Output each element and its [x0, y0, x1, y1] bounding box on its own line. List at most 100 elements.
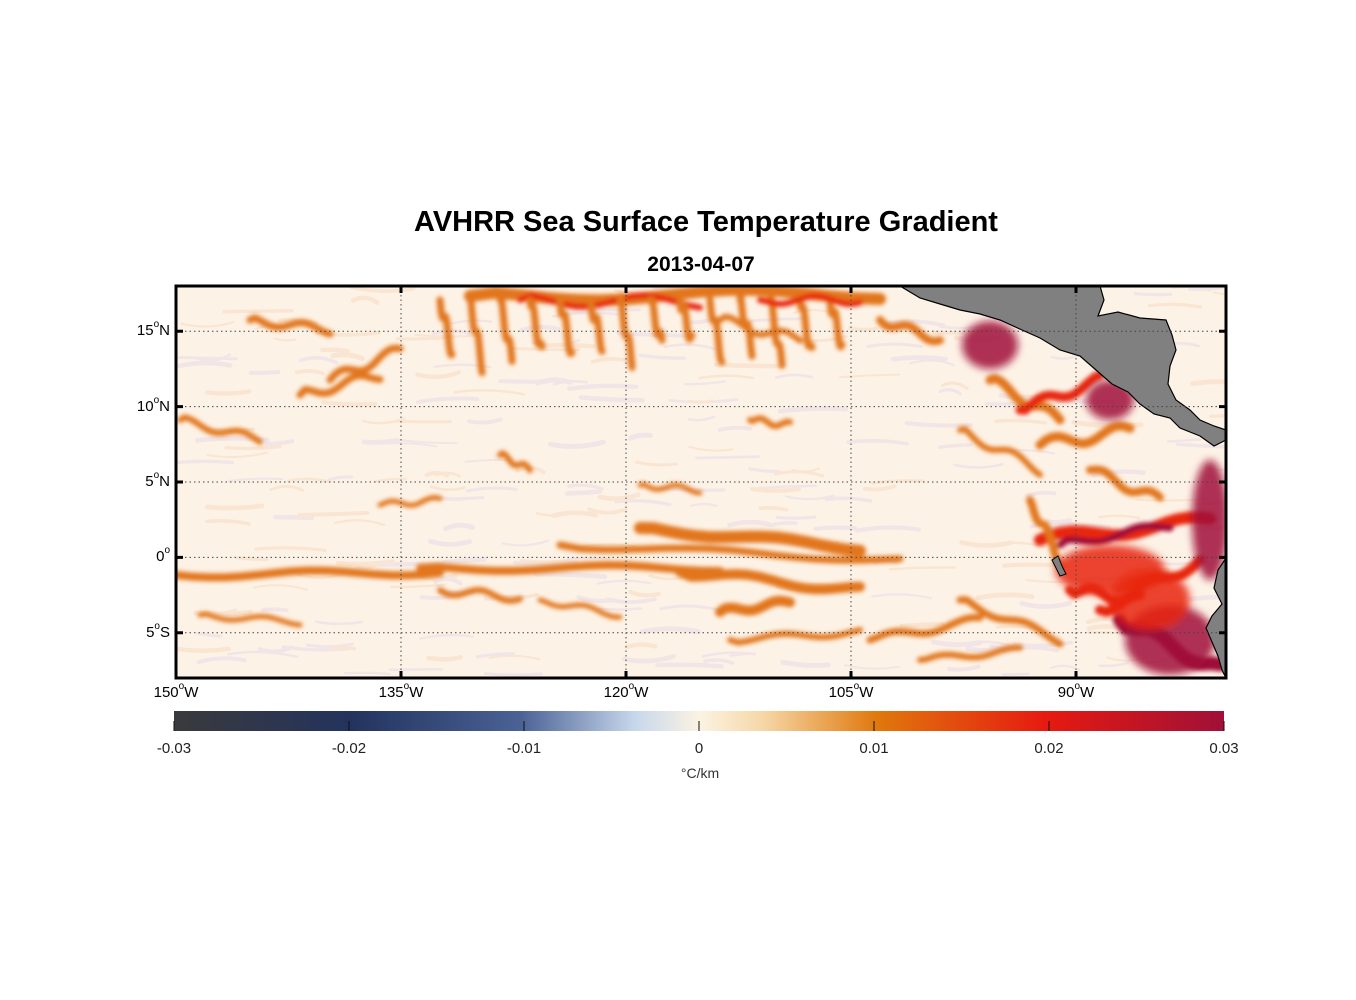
- texture-stroke: [627, 432, 654, 441]
- texture-stroke: [687, 399, 714, 404]
- texture-stroke: [424, 470, 450, 478]
- sst-front: [956, 596, 1064, 648]
- sst-hotspot: [1055, 545, 1165, 595]
- texture-stroke: [536, 510, 576, 517]
- texture-stroke: [498, 379, 549, 384]
- sst-front: [1015, 370, 1105, 415]
- sst-front: [717, 313, 803, 344]
- texture-stroke: [355, 561, 381, 570]
- texture-stroke: [1049, 664, 1081, 671]
- sst-front: [466, 295, 486, 377]
- texture-stroke: [785, 494, 835, 501]
- lon-tick-label: 105oW: [828, 681, 874, 701]
- texture-stroke: [426, 655, 463, 662]
- galapagos-land: [1051, 555, 1067, 577]
- texture-stroke: [628, 589, 661, 598]
- texture-stroke: [587, 507, 628, 515]
- texture-stroke: [634, 460, 678, 467]
- sst-front: [1026, 496, 1064, 569]
- texture-stroke: [261, 607, 289, 613]
- sst-front: [526, 296, 546, 351]
- texture-stroke: [429, 485, 466, 491]
- sst-front: [176, 566, 444, 582]
- texture-stroke: [547, 439, 606, 449]
- sst-front: [586, 296, 606, 355]
- texture-stroke: [385, 442, 438, 448]
- lon-tick-label: 150oW: [153, 681, 199, 701]
- texture-stroke: [975, 592, 1035, 601]
- texture-stroke: [638, 353, 686, 360]
- sst-front: [715, 595, 795, 617]
- texture-stroke: [297, 510, 370, 518]
- texture-stroke: [683, 380, 727, 386]
- texture-stroke: [1019, 600, 1072, 609]
- texture-stroke: [780, 659, 831, 668]
- texture-stroke: [890, 355, 949, 362]
- texture-stroke: [870, 479, 925, 485]
- texture-stroke: [687, 415, 716, 422]
- texture-stroke: [655, 662, 724, 669]
- texture-stroke: [501, 539, 550, 547]
- colorbar-tick-label: 0.02: [1034, 740, 1064, 757]
- texture-stroke: [269, 485, 305, 492]
- texture-stroke: [393, 419, 452, 424]
- texture-stroke: [433, 576, 463, 586]
- texture-stroke: [717, 425, 753, 432]
- colorbar-tick-label: 0.03: [1209, 740, 1239, 757]
- texture-stroke: [598, 607, 643, 611]
- sst-front: [826, 296, 846, 351]
- texture-stroke: [639, 626, 701, 635]
- texture-stroke: [1188, 286, 1226, 291]
- texture-stroke: [1098, 661, 1129, 668]
- texture-stroke: [844, 664, 900, 670]
- texture-stroke: [467, 417, 503, 425]
- texture-stroke: [824, 496, 873, 503]
- sst-front: [177, 414, 263, 445]
- texture-stroke: [287, 477, 331, 484]
- texture-stroke: [1175, 442, 1225, 449]
- colorbar-tick-label: -0.02: [331, 740, 367, 757]
- texture-stroke: [614, 499, 672, 507]
- texture-stroke: [321, 400, 378, 407]
- texture-stroke: [578, 395, 645, 403]
- texture-stroke: [750, 317, 806, 323]
- sst-front: [634, 522, 866, 557]
- texture-stroke: [206, 451, 268, 459]
- sst-front: [957, 426, 1043, 478]
- texture-stroke: [947, 664, 981, 672]
- texture-stroke: [330, 352, 365, 362]
- texture-stroke: [758, 506, 789, 512]
- sst-front: [437, 587, 523, 604]
- texture-stroke: [315, 620, 363, 626]
- texture-stroke: [294, 369, 325, 376]
- texture-stroke: [567, 383, 639, 391]
- texture-stroke: [768, 521, 798, 528]
- lon-tick-label: 90oW: [1057, 681, 1095, 701]
- texture-stroke: [622, 653, 676, 664]
- sst-front: [537, 597, 623, 620]
- texture-stroke: [846, 438, 910, 446]
- texture-stroke: [204, 503, 265, 511]
- sst-front: [676, 296, 696, 343]
- texture-stroke: [1166, 438, 1202, 443]
- texture-stroke: [222, 309, 294, 314]
- texture-stroke: [419, 634, 475, 640]
- texture-stroke: [350, 295, 380, 305]
- lon-tick-label: 135oW: [378, 681, 424, 701]
- sst-front: [496, 293, 516, 365]
- texture-stroke: [273, 514, 315, 520]
- texture-stroke: [597, 492, 641, 502]
- texture-stroke: [361, 437, 401, 445]
- texture-stroke: [596, 579, 652, 585]
- texture-stroke: [909, 359, 956, 367]
- sst-front: [497, 450, 533, 474]
- texture-stroke: [953, 462, 1004, 469]
- lat-tick-label: 5oS: [146, 620, 170, 641]
- lat-tick-label: 5oN: [145, 470, 170, 490]
- south-america-land: [1205, 556, 1226, 678]
- texture-stroke: [848, 326, 879, 332]
- texture-stroke: [483, 672, 543, 677]
- lat-tick-label: 15oN: [136, 319, 170, 340]
- lat-tick-label: 0o: [156, 545, 170, 566]
